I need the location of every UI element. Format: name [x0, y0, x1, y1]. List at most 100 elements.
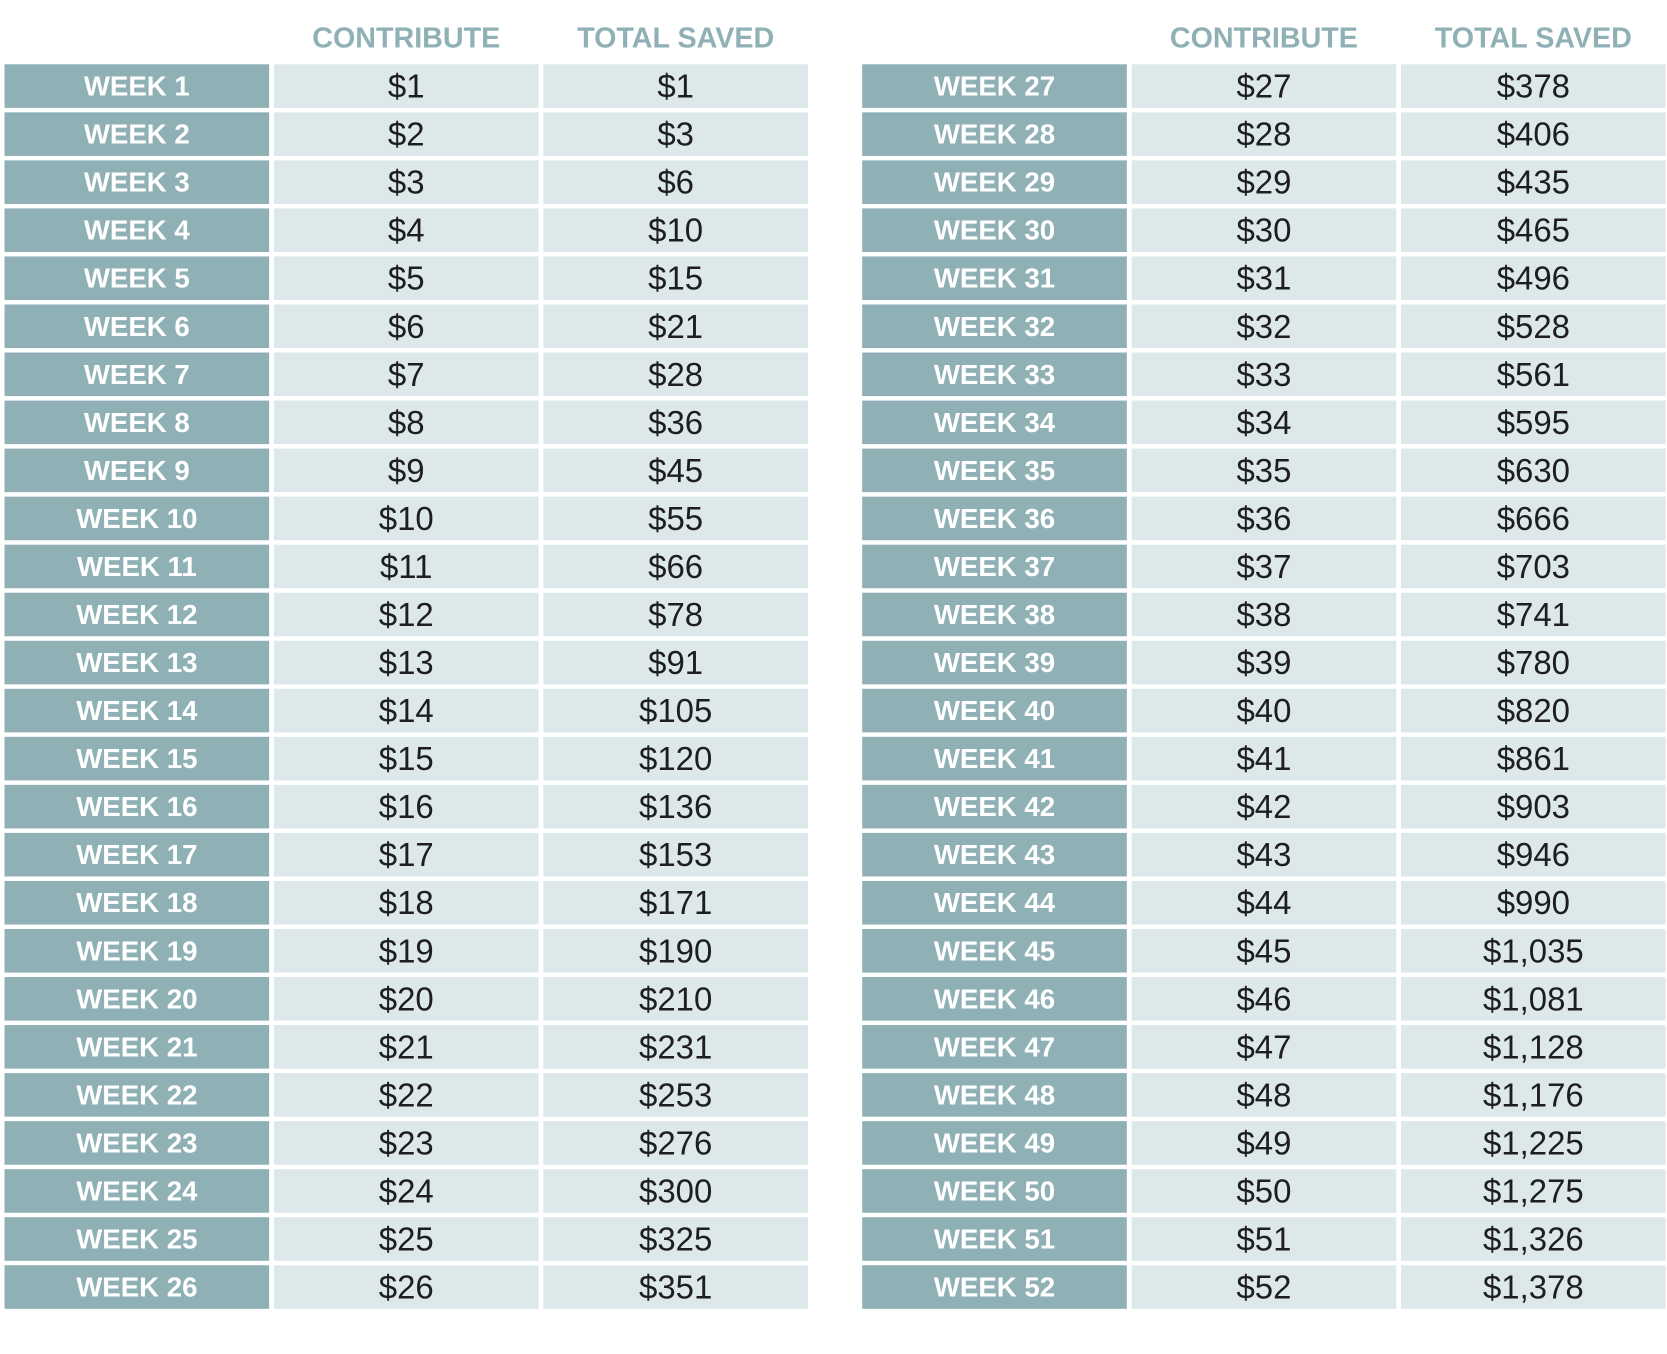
week-cell — [4, 160, 270, 204]
value-cell — [1131, 160, 1397, 204]
week-cell — [4, 592, 270, 637]
week-cell — [862, 688, 1127, 733]
amount: $190 — [639, 932, 712, 969]
column-header: CONTRIBUTE — [312, 22, 500, 54]
week-label: WEEK 44 — [934, 887, 1056, 918]
week-cell — [4, 928, 270, 973]
amount: $171 — [639, 884, 712, 921]
value-cell — [543, 304, 808, 349]
value-cell — [273, 928, 539, 973]
week-label: WEEK 28 — [934, 119, 1055, 150]
amount: $18 — [379, 884, 434, 921]
value-cell — [1131, 592, 1397, 637]
amount: $666 — [1497, 500, 1570, 537]
week-cell — [862, 592, 1127, 637]
week-label: WEEK 35 — [934, 455, 1055, 486]
amount: $1,326 — [1483, 1221, 1584, 1258]
value-cell — [273, 1169, 539, 1213]
week-cell — [4, 977, 270, 1021]
column-header: CONTRIBUTE — [1170, 22, 1358, 54]
amount: $325 — [639, 1221, 712, 1258]
value-cell — [1401, 832, 1666, 877]
week-label: WEEK 22 — [76, 1079, 197, 1110]
amount: $43 — [1236, 836, 1291, 873]
amount: $40 — [1236, 692, 1291, 729]
amount: $496 — [1497, 260, 1570, 297]
amount: $39 — [1236, 644, 1291, 681]
week-label: WEEK 51 — [934, 1224, 1055, 1255]
value-cell — [1131, 1073, 1397, 1117]
value-cell — [1131, 448, 1397, 493]
value-cell — [1401, 592, 1666, 637]
amount: $23 — [379, 1124, 434, 1161]
week-cell — [4, 688, 270, 733]
value-cell — [1401, 448, 1666, 493]
value-cell — [1131, 352, 1397, 397]
value-cell — [273, 688, 539, 733]
week-cell — [862, 352, 1127, 397]
value-cell — [273, 880, 539, 925]
week-cell — [862, 977, 1127, 1021]
amount: $1,035 — [1483, 932, 1584, 969]
amount: $37 — [1236, 548, 1291, 585]
value-cell — [543, 592, 808, 637]
amount: $1 — [388, 68, 425, 105]
value-cell — [1401, 1169, 1666, 1213]
amount: $55 — [648, 500, 703, 537]
value-cell — [273, 1073, 539, 1117]
week-label: WEEK 36 — [934, 503, 1055, 534]
value-cell — [1401, 64, 1666, 108]
week-label: WEEK 5 — [84, 263, 190, 294]
amount: $6 — [388, 308, 425, 345]
value-cell — [543, 64, 808, 108]
value-cell — [543, 736, 808, 781]
week-cell — [862, 1265, 1127, 1309]
value-cell — [1401, 496, 1666, 541]
amount: $26 — [379, 1269, 434, 1306]
week-label: WEEK 19 — [76, 935, 197, 966]
week-cell — [862, 1121, 1127, 1165]
week-label: WEEK 10 — [76, 503, 197, 534]
value-cell — [543, 784, 808, 829]
week-cell — [4, 64, 270, 108]
week-cell — [862, 1169, 1127, 1213]
value-cell — [543, 977, 808, 1021]
value-cell — [543, 544, 808, 589]
amount: $12 — [379, 596, 434, 633]
week-cell — [862, 448, 1127, 493]
value-cell — [1131, 977, 1397, 1021]
week-label: WEEK 18 — [76, 887, 197, 918]
amount: $47 — [1236, 1028, 1291, 1065]
value-cell — [273, 496, 539, 541]
week-label: WEEK 16 — [76, 791, 197, 822]
week-label: WEEK 39 — [934, 647, 1055, 678]
amount: $48 — [1236, 1076, 1291, 1113]
value-cell — [1401, 784, 1666, 829]
week-cell — [862, 832, 1127, 877]
week-cell — [4, 496, 270, 541]
amount: $10 — [379, 500, 434, 537]
value-cell — [543, 1169, 808, 1213]
week-cell — [862, 400, 1127, 445]
week-label: WEEK 31 — [934, 263, 1055, 294]
amount: $24 — [379, 1172, 434, 1209]
week-label: WEEK 33 — [934, 359, 1055, 390]
value-cell — [1401, 256, 1666, 301]
amount: $25 — [379, 1221, 434, 1258]
amount: $3 — [388, 164, 425, 201]
value-cell — [543, 400, 808, 445]
week-cell — [862, 736, 1127, 781]
value-cell — [543, 256, 808, 301]
value-cell — [273, 832, 539, 877]
amount: $1,275 — [1483, 1172, 1584, 1209]
amount: $44 — [1236, 884, 1291, 921]
amount: $1 — [657, 68, 694, 105]
value-cell — [1131, 688, 1397, 733]
week-label: WEEK 17 — [76, 839, 197, 870]
week-label: WEEK 13 — [76, 647, 197, 678]
week-cell — [862, 256, 1127, 301]
value-cell — [1401, 400, 1666, 445]
amount: $32 — [1236, 308, 1291, 345]
value-cell — [273, 977, 539, 1021]
amount: $276 — [639, 1124, 712, 1161]
